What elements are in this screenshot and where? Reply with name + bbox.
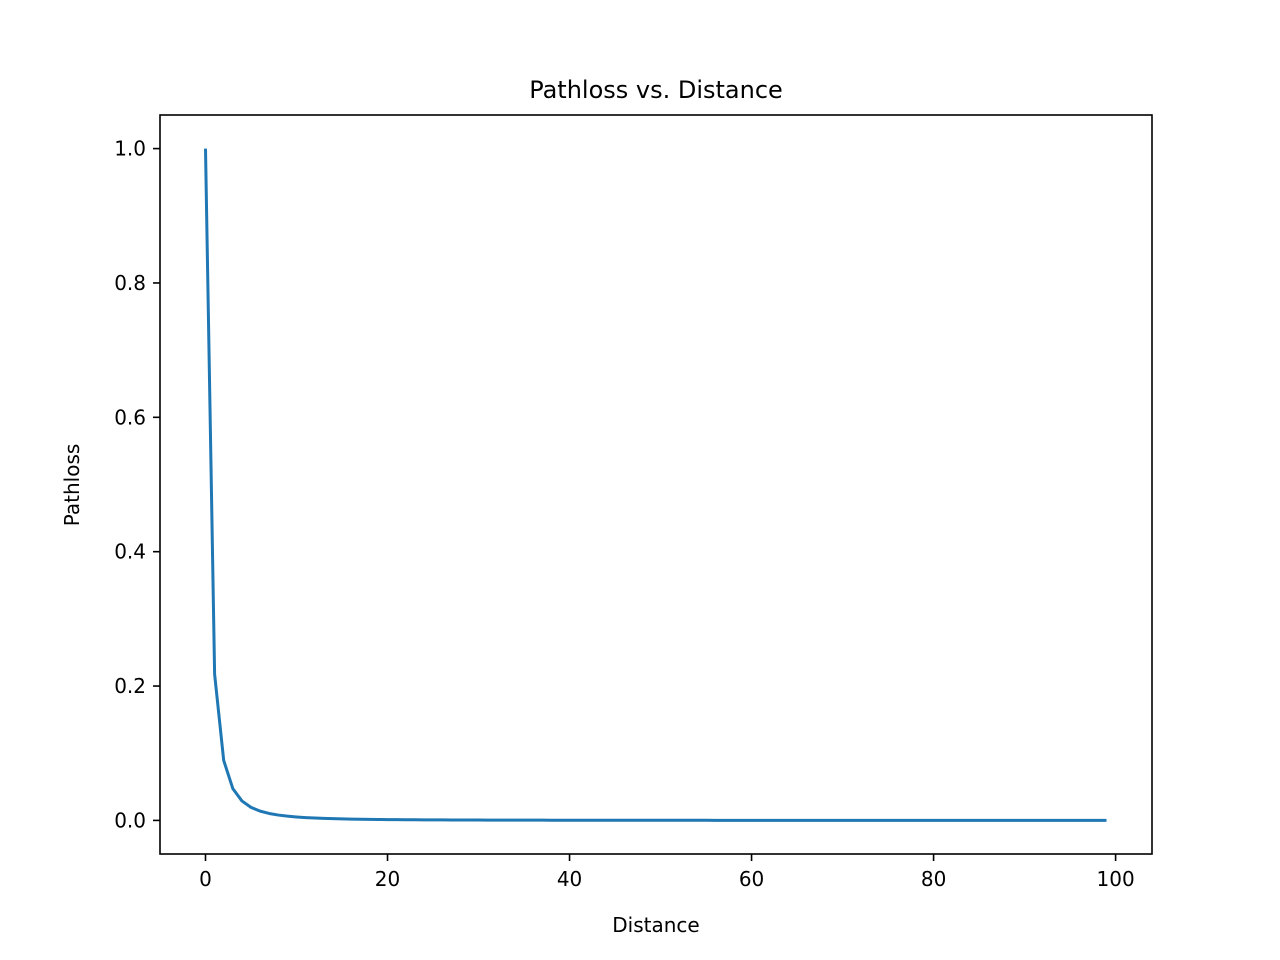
series-line-0	[204, 148, 1107, 822]
y-axis-label: Pathloss	[60, 444, 84, 527]
plot-frame	[159, 114, 1153, 855]
x-axis-ticks: 0 20 40 60 80 100	[199, 854, 1135, 891]
x-tick-label: 40	[557, 867, 582, 891]
x-tick-label: 100	[1097, 867, 1135, 891]
x-tick-label: 80	[921, 867, 946, 891]
series-layer	[204, 148, 1107, 822]
chart-title: Pathloss vs. Distance	[529, 76, 783, 104]
y-tick-label: 0.2	[114, 674, 146, 698]
x-tick-label: 60	[739, 867, 764, 891]
y-axis-ticks: 0.0 0.2 0.4 0.6 0.8 1.0	[114, 137, 160, 832]
y-tick-label: 1.0	[114, 137, 146, 161]
x-axis-label: Distance	[612, 913, 699, 937]
y-tick-label: 0.6	[114, 405, 146, 429]
y-tick-label: 0.0	[114, 808, 146, 832]
y-tick-label: 0.8	[114, 271, 146, 295]
y-tick-label: 0.4	[114, 540, 146, 564]
x-tick-label: 20	[375, 867, 400, 891]
x-tick-label: 0	[199, 867, 212, 891]
